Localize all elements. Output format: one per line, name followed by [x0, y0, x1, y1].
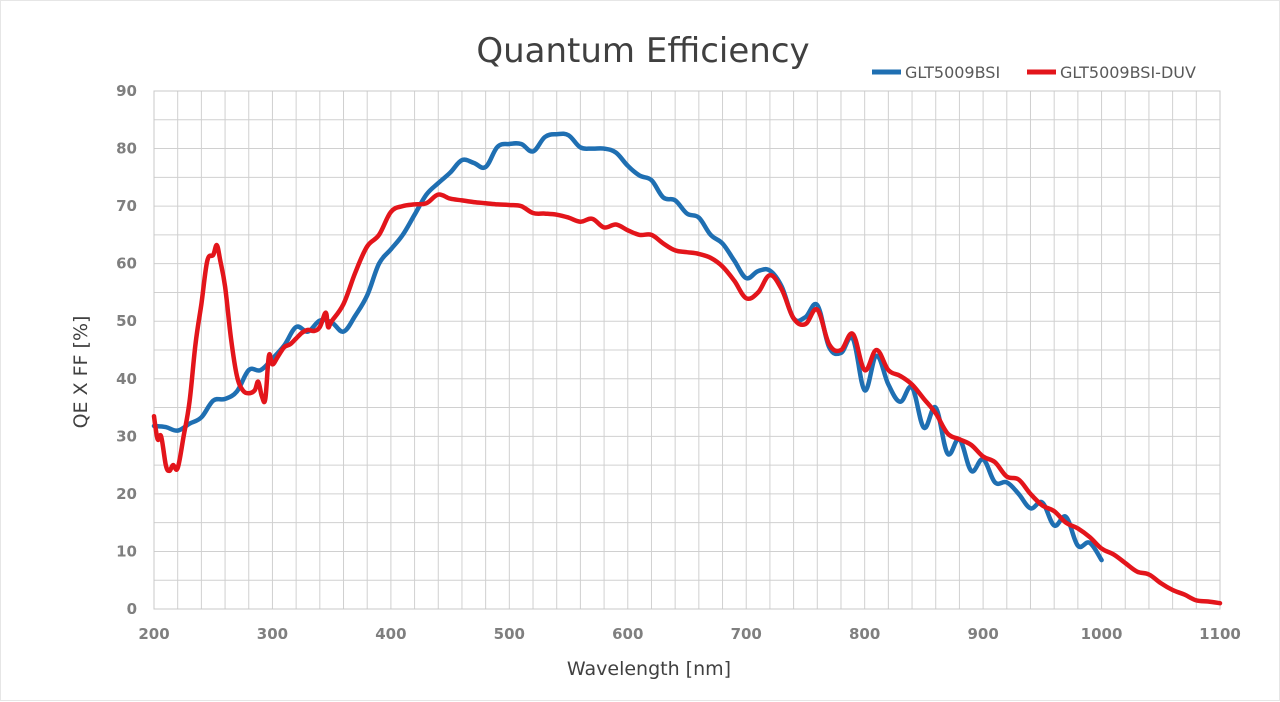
x-tick-label: 1000 [1081, 625, 1123, 643]
legend-item-glt5009bsi[interactable]: GLT5009BSI [872, 63, 1000, 82]
y-tick-label: 20 [116, 485, 137, 503]
grid [153, 90, 1221, 610]
legend-label-glt5009bsi: GLT5009BSI [905, 63, 1000, 82]
series-line-glt5009bsi-duv [151, 192, 1223, 606]
x-tick-label: 600 [612, 625, 643, 643]
y-tick-label: 30 [116, 427, 137, 445]
x-tick-label: 900 [967, 625, 998, 643]
x-axis-ticks: 200 300 400 500 600 700 800 900 1000 1100 [138, 625, 1241, 643]
y-tick-label: 90 [116, 82, 137, 100]
x-tick-label: 200 [138, 625, 169, 643]
y-tick-label: 0 [127, 600, 137, 618]
series-group [151, 131, 1223, 606]
chart-title: Quantum Efficiency [476, 31, 809, 71]
x-tick-label: 400 [375, 625, 406, 643]
y-axis-label: QE X FF [%] [70, 316, 92, 429]
y-tick-label: 80 [116, 140, 137, 158]
x-tick-label: 300 [257, 625, 288, 643]
legend: GLT5009BSI GLT5009BSI-DUV [872, 63, 1196, 82]
x-tick-label: 1100 [1199, 625, 1241, 643]
y-axis-ticks: 0 10 20 30 40 50 60 70 80 90 [116, 82, 137, 618]
legend-item-glt5009bsi-duv[interactable]: GLT5009BSI-DUV [1027, 63, 1196, 82]
x-axis-label: Wavelength [nm] [567, 658, 731, 680]
y-tick-label: 10 [116, 542, 137, 560]
x-tick-label: 500 [494, 625, 525, 643]
plot-area-border [153, 90, 1221, 610]
y-tick-label: 60 [116, 255, 137, 273]
legend-label-glt5009bsi-duv: GLT5009BSI-DUV [1060, 63, 1196, 82]
x-tick-label: 800 [849, 625, 880, 643]
y-tick-label: 40 [116, 370, 137, 388]
x-tick-label: 700 [731, 625, 762, 643]
y-tick-label: 50 [116, 312, 137, 330]
y-tick-label: 70 [116, 197, 137, 215]
